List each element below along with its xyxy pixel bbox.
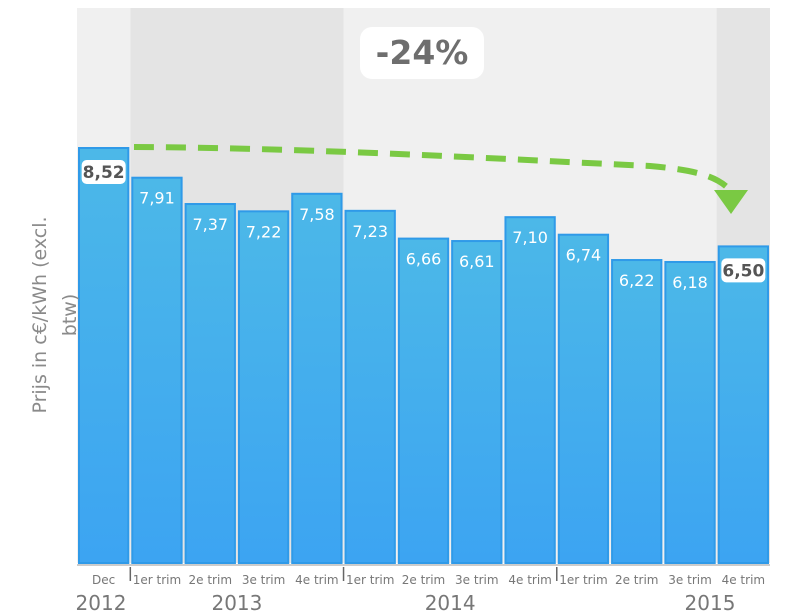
bar (237, 210, 290, 564)
x-tick-label: Dec (92, 573, 115, 587)
bar (184, 203, 236, 564)
trend-arrow (133, 144, 748, 214)
bar (78, 147, 130, 564)
x-tick-label: 3e trim (668, 573, 712, 587)
bar (344, 209, 396, 564)
year-label: 2012 (76, 591, 127, 615)
x-tick-label: 1er trim (133, 573, 181, 587)
bar (451, 240, 503, 565)
value-label: 6,22 (619, 271, 655, 290)
x-tick-label: 2e trim (402, 573, 446, 587)
x-tick-label: 4e trim (722, 573, 766, 587)
bar (397, 237, 450, 564)
x-tick-label: 1er trim (346, 573, 394, 587)
value-label: 7,10 (512, 228, 548, 247)
value-label-box (81, 160, 126, 184)
x-axis: Dec 1er trim 2e trim 3e trim 4e trim 1er trim… (76, 564, 770, 615)
bar (717, 245, 770, 564)
value-label: 6,18 (672, 273, 708, 292)
bar (291, 192, 343, 565)
value-label: 6,50 (722, 261, 764, 281)
reduction-callout: -24% (360, 27, 484, 79)
bar (611, 259, 663, 564)
value-label: 6,66 (406, 250, 442, 269)
value-label: 7,22 (246, 222, 282, 241)
year-label: 2014 (425, 591, 476, 615)
value-label: 6,61 (459, 252, 495, 271)
value-label: 8,52 (83, 163, 125, 183)
value-label: 7,37 (192, 215, 228, 234)
year-label: 2013 (211, 591, 262, 615)
x-tick-label: 3e trim (242, 573, 286, 587)
value-label: 7,58 (299, 205, 335, 224)
bar (131, 176, 183, 565)
trend-arrowhead (714, 190, 748, 214)
bar (504, 216, 556, 565)
x-tick-label: 4e trim (508, 573, 552, 587)
x-tick-label: 1er trim (559, 573, 607, 587)
value-label: 6,74 (566, 246, 602, 265)
x-tick-label: 3e trim (455, 573, 499, 587)
x-tick-label: 4e trim (295, 573, 339, 587)
value-label-box (721, 258, 766, 283)
bar (664, 260, 716, 564)
bars-group: 8,52 7,91 7,37 7,22 7,58 7,23 6,66 6,61 7,10 6,74… (78, 147, 770, 565)
value-label: 7,91 (139, 189, 175, 208)
y-axis-label: Prijs in c€/kWh (excl. btw) (29, 216, 81, 414)
x-tick-label: 2e trim (615, 573, 659, 587)
x-tick-label: 2e trim (189, 573, 233, 587)
bar (557, 233, 610, 564)
year-label: 2015 (685, 591, 736, 615)
value-label: 7,23 (352, 222, 388, 241)
